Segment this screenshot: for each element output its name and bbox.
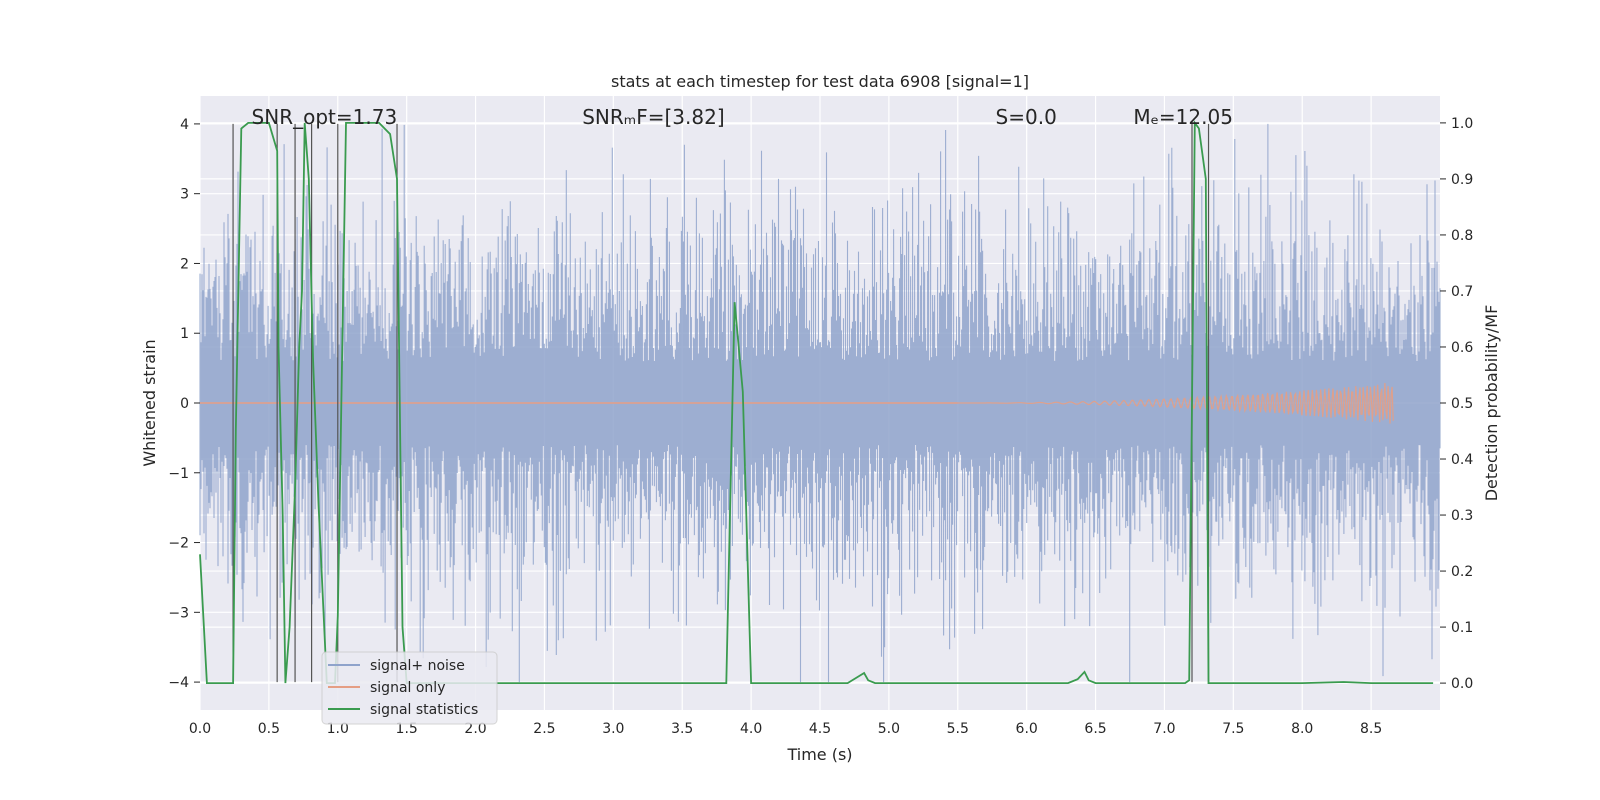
signal-only-series-layer	[200, 382, 1394, 424]
x-tick-label: 8.0	[1291, 721, 1313, 737]
x-tick-label: 7.5	[1222, 721, 1244, 737]
x-tick-label: 6.0	[1016, 721, 1038, 737]
y-tick-label: −1	[168, 466, 189, 482]
y2-tick-label: 0.8	[1451, 228, 1473, 244]
x-tick-label: 5.5	[947, 721, 969, 737]
x-axis-label: Time (s)	[786, 745, 852, 764]
y2-tick-label: 0.7	[1451, 284, 1473, 300]
annotation-snr-mf: SNRₘF=[3.82]	[582, 105, 724, 129]
legend-box	[321, 651, 498, 725]
y-tick-label: −4	[168, 675, 189, 691]
y-axis-label: Whitened strain	[140, 339, 159, 466]
legend-label-noise: signal+ noise	[370, 658, 465, 674]
x-tick-label: 8.5	[1360, 721, 1382, 737]
y2-tick-label: 0.2	[1451, 564, 1473, 580]
y2-tick-label: 0.5	[1451, 396, 1473, 412]
annotation-s-stat: S=0.0	[996, 105, 1057, 129]
series-signal-only	[957, 382, 1394, 424]
x-tick-label: 0.5	[258, 721, 280, 737]
x-tick-label: 2.5	[533, 721, 555, 737]
y-tick-label: −2	[168, 536, 189, 552]
chart-title: stats at each timestep for test data 690…	[611, 72, 1029, 91]
x-tick-label: 1.0	[327, 721, 349, 737]
y-axis-left: 4 3 2 1 0 −1 −2 −3 −4	[168, 117, 200, 691]
x-tick-label: 0.0	[189, 721, 211, 737]
x-tick-label: 2.0	[464, 721, 486, 737]
x-tick-label: 6.5	[1084, 721, 1106, 737]
annotations: SNR_opt=1.73 SNRₘF=[3.82] S=0.0 Mₑ=12.05	[252, 105, 1233, 129]
y2-tick-label: 0.9	[1451, 172, 1473, 188]
y-tick-label: 1	[180, 326, 189, 342]
x-tick-label: 5.0	[878, 721, 900, 737]
y2-tick-label: 0.0	[1451, 676, 1473, 692]
y2-tick-label: 1.0	[1451, 116, 1473, 132]
y2-axis-label: Detection probability/MF	[1482, 305, 1501, 502]
y2-tick-label: 0.3	[1451, 508, 1473, 524]
x-tick-label: 1.5	[396, 721, 418, 737]
x-tick-label: 3.5	[671, 721, 693, 737]
y-axis-right: 1.0 0.9 0.8 0.7 0.6 0.5 0.4 0.3 0.2 0.1 0.0	[1440, 116, 1473, 692]
annotation-snr-opt: SNR_opt=1.73	[252, 105, 398, 129]
x-tick-label: 3.0	[602, 721, 624, 737]
y-tick-label: 4	[180, 117, 189, 133]
y2-tick-label: 0.6	[1451, 340, 1473, 356]
legend-label-signal-only: signal only	[370, 680, 445, 696]
y-tick-label: 2	[180, 256, 189, 272]
annotation-chirp-mass: Mₑ=12.05	[1133, 105, 1233, 129]
x-axis: 0.0 0.5 1.0 1.5 2.0 2.5 3.0 3.5 4.0 4.5 5.0 5.5 6.0 6…	[189, 721, 1382, 737]
y-tick-label: −3	[168, 605, 189, 621]
x-tick-label: 7.0	[1153, 721, 1175, 737]
legend-label-statistics: signal statistics	[370, 702, 478, 718]
y2-tick-label: 0.1	[1451, 620, 1473, 636]
y2-tick-label: 0.4	[1451, 452, 1473, 468]
x-tick-label: 4.5	[809, 721, 831, 737]
y-tick-label: 3	[180, 187, 189, 203]
series-signal-noise	[199, 123, 1441, 683]
legend: signal+ noise signal only signal statist…	[321, 651, 498, 725]
x-tick-label: 4.0	[740, 721, 762, 737]
noise-series-layer	[199, 123, 1441, 683]
y-tick-label: 0	[180, 396, 189, 412]
